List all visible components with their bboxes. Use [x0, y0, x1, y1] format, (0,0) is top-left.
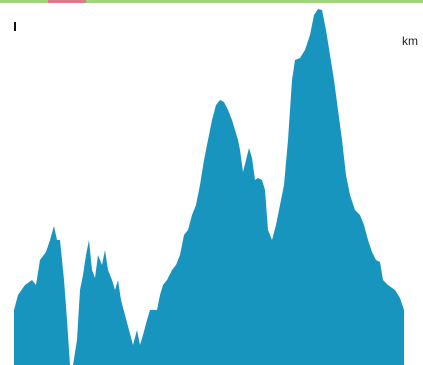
elevation-area	[14, 9, 404, 365]
cursor-mark	[14, 22, 16, 31]
x-axis-unit: km	[402, 34, 418, 48]
top-strip-segment	[48, 0, 86, 3]
top-strip	[0, 0, 423, 3]
